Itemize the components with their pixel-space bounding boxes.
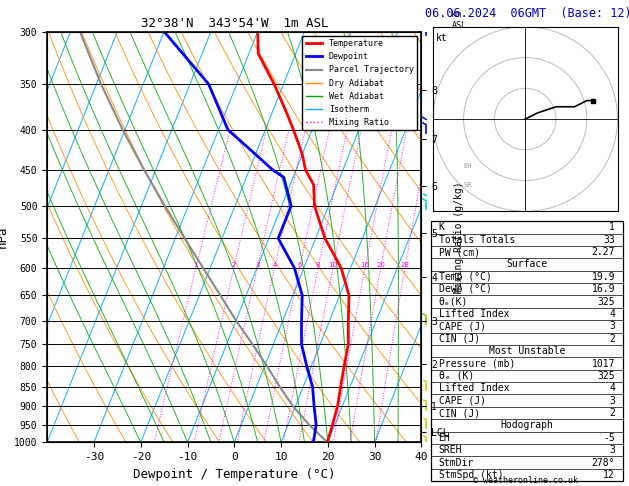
- Text: 2: 2: [609, 408, 615, 418]
- Text: Totals Totals: Totals Totals: [438, 235, 515, 245]
- Text: CIN (J): CIN (J): [438, 408, 480, 418]
- Text: 3: 3: [609, 396, 615, 406]
- Text: Most Unstable: Most Unstable: [489, 346, 565, 356]
- Text: 1: 1: [609, 222, 615, 232]
- Text: 28: 28: [401, 262, 409, 268]
- Text: 4: 4: [272, 262, 277, 268]
- Text: 325: 325: [598, 296, 615, 307]
- Text: SREH: SREH: [438, 445, 462, 455]
- Text: θₑ(K): θₑ(K): [438, 296, 468, 307]
- Text: 16: 16: [360, 262, 369, 268]
- Text: -5: -5: [603, 433, 615, 443]
- Text: 278°: 278°: [591, 457, 615, 468]
- Y-axis label: hPa: hPa: [0, 226, 8, 248]
- Text: EH: EH: [438, 433, 450, 443]
- Text: Pressure (mb): Pressure (mb): [438, 359, 515, 368]
- Text: 1: 1: [194, 262, 198, 268]
- Text: Dewp (°C): Dewp (°C): [438, 284, 491, 294]
- Text: 2: 2: [609, 334, 615, 344]
- Text: θₑ (K): θₑ (K): [438, 371, 474, 381]
- Text: 4: 4: [609, 383, 615, 393]
- Text: 325: 325: [598, 371, 615, 381]
- Text: 12: 12: [603, 470, 615, 480]
- Text: CAPE (J): CAPE (J): [438, 321, 486, 331]
- Text: StmSpd (kt): StmSpd (kt): [438, 470, 503, 480]
- Text: 10: 10: [328, 262, 337, 268]
- Text: PW (cm): PW (cm): [438, 247, 480, 257]
- Title: 32°38'N  343°54'W  1m ASL: 32°38'N 343°54'W 1m ASL: [140, 17, 328, 31]
- Text: 6: 6: [298, 262, 302, 268]
- Text: CAPE (J): CAPE (J): [438, 396, 486, 406]
- Text: kt: kt: [436, 33, 448, 43]
- Text: km
ASL: km ASL: [452, 10, 466, 30]
- Text: Surface: Surface: [506, 260, 547, 269]
- Text: 2.27: 2.27: [591, 247, 615, 257]
- Text: 19.9: 19.9: [591, 272, 615, 282]
- Text: 06.06.2024  06GMT  (Base: 12): 06.06.2024 06GMT (Base: 12): [425, 7, 629, 20]
- Text: SR: SR: [464, 182, 472, 188]
- Y-axis label: Mixing Ratio (g/kg): Mixing Ratio (g/kg): [454, 181, 464, 293]
- Text: 1017: 1017: [591, 359, 615, 368]
- Text: © weatheronline.co.uk: © weatheronline.co.uk: [473, 475, 577, 485]
- Text: 2: 2: [231, 262, 236, 268]
- Text: 16.9: 16.9: [591, 284, 615, 294]
- Text: Temp (°C): Temp (°C): [438, 272, 491, 282]
- Legend: Temperature, Dewpoint, Parcel Trajectory, Dry Adiabat, Wet Adiabat, Isotherm, Mi: Temperature, Dewpoint, Parcel Trajectory…: [303, 36, 417, 130]
- Text: CIN (J): CIN (J): [438, 334, 480, 344]
- Text: 3: 3: [255, 262, 260, 268]
- Text: Lifted Index: Lifted Index: [438, 309, 509, 319]
- Text: EH: EH: [464, 163, 472, 169]
- Text: Hodograph: Hodograph: [500, 420, 554, 431]
- Text: 3: 3: [609, 445, 615, 455]
- X-axis label: Dewpoint / Temperature (°C): Dewpoint / Temperature (°C): [133, 468, 335, 481]
- Text: 4: 4: [609, 309, 615, 319]
- Text: K: K: [438, 222, 445, 232]
- Text: 3: 3: [609, 321, 615, 331]
- Text: 20: 20: [376, 262, 385, 268]
- Text: 33: 33: [603, 235, 615, 245]
- Text: 8: 8: [316, 262, 320, 268]
- Text: StmDir: StmDir: [438, 457, 474, 468]
- Text: Lifted Index: Lifted Index: [438, 383, 509, 393]
